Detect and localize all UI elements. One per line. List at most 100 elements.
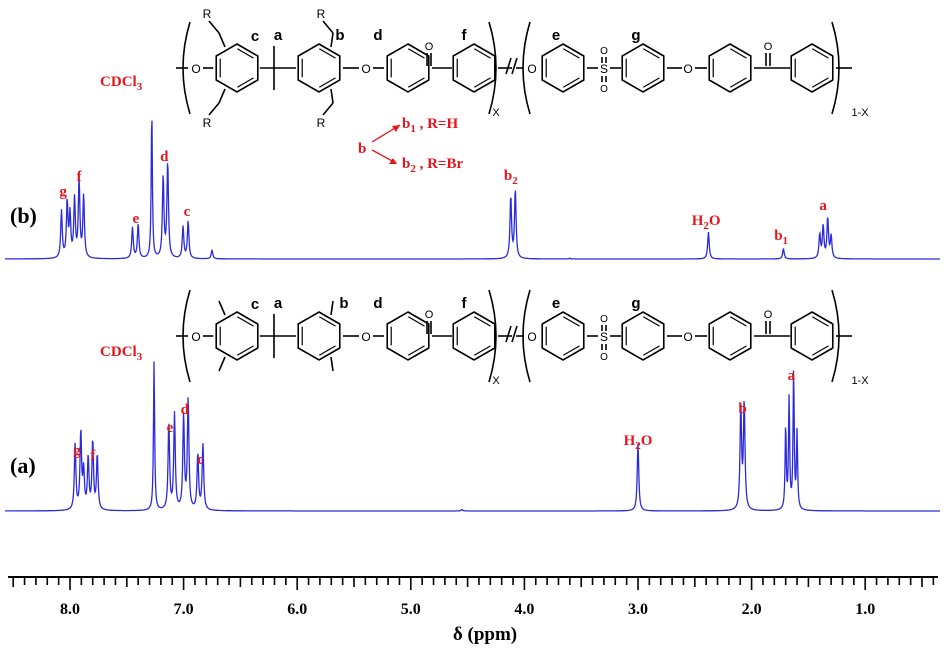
benzene-ring [790,311,834,361]
peak-label-b-e: e [133,211,140,227]
peak-label-b-d: d [160,149,169,165]
peak-label-b-a: a [819,198,827,214]
peak-label-b-f: f [77,169,83,185]
peak-label-a-a: a [788,368,796,384]
peak-label-b-h2o: H2O [692,213,721,232]
benzene-ring [541,311,585,361]
x-axis-label: δ (ppm) [453,624,517,645]
benzene-ring [215,43,259,93]
x-axis: 8.0 7.0 6.0 5.0 4.0 3.0 2.0 1.0 [8,576,938,618]
benzene-ring [452,311,496,361]
benzene-ring [621,311,665,361]
struct-label-d: d [373,27,382,44]
peak-label-b-c: c [184,204,191,220]
spectra [5,120,940,512]
r-group: R [317,116,326,130]
oxygen-atom: O [191,330,200,344]
struct-label-c: c [251,296,259,313]
annot-b1-text: b1 , R=H [402,116,458,135]
struct-label-e: e [552,295,560,312]
x-tick-label: 4.0 [514,601,534,618]
peak-label-a-e: e [167,420,174,436]
peak-label-a-b: b [738,401,746,417]
carbonyl-oxygen: O [425,41,434,53]
oxygen-atom: O [191,62,200,76]
panel-label-b: (b) [10,203,37,228]
x-tick-label: 2.0 [742,601,762,618]
sulfonyl-oxygen: O [600,352,608,363]
spectrum-a [5,361,940,512]
struct-label-b: b [335,27,344,44]
r-group: R [317,7,326,21]
benzene-ring [708,311,752,361]
x-tick-label: 5.0 [401,601,421,618]
peak-label-b-g: g [59,184,67,200]
annot-arrowhead-up [392,125,400,132]
annot-b-label: b [358,141,366,157]
peak-label-a-c: c [197,452,204,468]
close-bracket [488,21,497,115]
benzene-ring [621,43,665,93]
struct-label-f: f [462,295,468,312]
oxygen-atom: O [361,330,370,344]
benzene-ring [215,311,259,361]
subscript-x: X [492,107,500,119]
sulfur-atom: S [600,330,608,344]
x-tick-label: 6.0 [287,601,307,618]
close-bracket [488,289,497,383]
oxygen-atom: O [683,330,692,344]
carbonyl-oxygen: O [425,309,434,321]
subscript-x: X [492,375,500,387]
sulfonyl-oxygen: O [600,84,608,95]
oxygen-atom: O [527,62,536,76]
struct-label-c: c [251,28,259,45]
spectrum-b [5,120,940,260]
r-group: R [203,7,212,21]
benzene-ring [708,43,752,93]
annot-b2-text: b2 , R=Br [402,156,463,175]
close-bracket [831,21,840,115]
sulfonyl-oxygen: O [600,46,608,57]
struct-label-d: d [373,295,382,312]
subscript-1-x: 1-X [851,375,869,387]
benzene-ring [790,43,834,93]
oxygen-atom: O [361,62,370,76]
x-tick-label: 8.0 [60,601,80,618]
peak-label-a-f: f [90,448,96,464]
peak-label-a-g: g [73,443,81,459]
x-tick-label: 1.0 [855,601,875,618]
r-group: R [203,116,212,130]
b-substituent-annotation: b b1 , R=H b2 , R=Br [358,116,463,175]
benzene-ring [297,43,341,93]
carbonyl-oxygen: O [764,309,773,321]
benzene-ring [452,43,496,93]
struct-label-g: g [631,27,640,44]
subscript-1-x: 1-X [851,107,869,119]
struct-label-g: g [631,295,640,312]
benzene-ring [386,311,430,361]
annot-arrowhead-down [389,158,397,164]
sulfur-atom: S [600,62,608,76]
struct-label-b: b [339,295,348,312]
peak-label-b-b2: b2 [504,168,518,187]
struct-label-a: a [274,295,283,312]
peak-label-a-cdcl3: CDCl3 [100,344,143,363]
panel-label-a: (a) [10,453,36,478]
peak-label-b-cdcl3: CDCl3 [100,74,143,93]
x-tick-label: 3.0 [628,601,648,618]
peak-label-b-b1: b1 [774,228,788,247]
oxygen-atom: O [527,330,536,344]
close-bracket [831,289,840,383]
struct-label-a: a [274,27,283,44]
peak-label-a-d: d [181,402,190,418]
benzene-ring [386,43,430,93]
struct-label-e: e [552,27,560,44]
struct-label-f: f [462,27,468,44]
carbonyl-oxygen: O [764,41,773,53]
oxygen-atom: O [683,62,692,76]
x-tick-label: 7.0 [174,601,194,618]
